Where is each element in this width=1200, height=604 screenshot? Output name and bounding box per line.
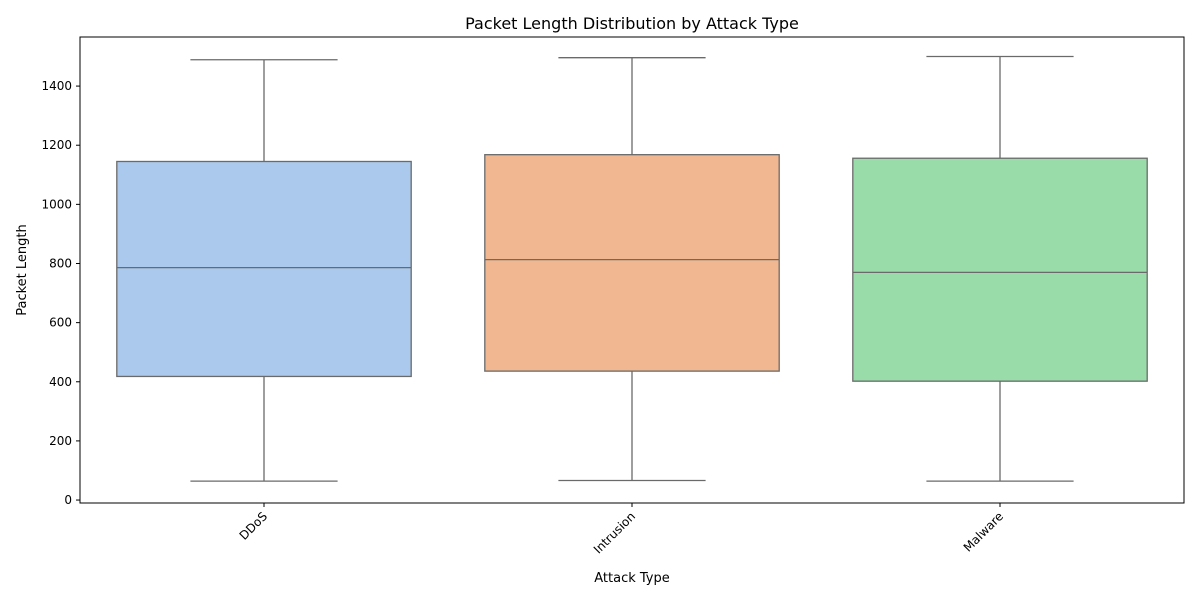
x-tick-label-intrusion: Intrusion [591,509,638,556]
x-tick-label-ddos: DDoS [237,509,271,543]
y-tick-label: 1200 [41,138,72,152]
y-tick-label: 200 [49,434,72,448]
y-tick-label: 600 [49,316,72,330]
plot-area: 0 200 400 600 800 1000 1200 1400 DDoS Intrusion Ma… [41,55,1148,557]
chart-title: Packet Length Distribution by Attack Typ… [465,14,799,33]
y-axis-label: Packet Length [15,224,30,316]
y-tick-label: 400 [49,375,72,389]
box-ddos [116,160,412,378]
box-intrusion [484,154,780,372]
box-malware [852,157,1148,382]
x-axis-label: Attack Type [594,571,670,586]
axes-frame [79,36,1185,504]
y-tick-label: 1000 [41,197,72,211]
y-tick-label: 800 [49,256,72,270]
y-tick-label: 1400 [41,79,72,93]
y-tick-label: 0 [64,493,72,507]
x-tick-label-malware: Malware [961,509,1006,554]
